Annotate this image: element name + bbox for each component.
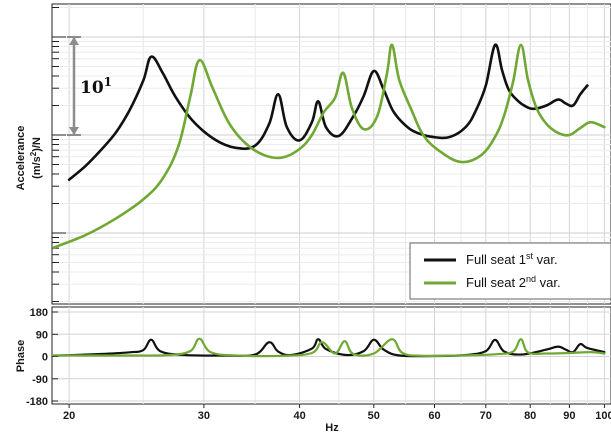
phase-y-label: Phase	[15, 340, 27, 372]
x-tick-label: 100	[595, 410, 611, 422]
phase-y-ticks: 180 90 0 -90 -180	[26, 307, 58, 408]
legend-entry-series-1: Full seat 1st var.	[466, 251, 558, 267]
x-tick-label: 50	[368, 410, 380, 422]
accelerance-line-series-2	[53, 43, 606, 250]
x-tick-label: 40	[293, 410, 305, 422]
decade-label: 101	[80, 75, 112, 98]
x-tick-label: 80	[524, 410, 536, 422]
accelerance-line-series-1	[67, 43, 589, 181]
y-label-line-2: (m/s2)/N	[29, 137, 43, 179]
x-tick-label: 20	[63, 410, 75, 422]
decade-annotation: 101	[67, 36, 112, 136]
x-tick-label: 60	[428, 410, 440, 422]
accelerance-panel: 101 Full seat 1st var. Full seat 2nd var…	[15, 3, 611, 305]
x-axis-ticks: 20 30 40 50 60 70 80 90 100	[63, 404, 611, 422]
legend-box	[409, 242, 611, 300]
phase-series	[53, 337, 606, 358]
legend-entry-series-2: Full seat 2nd var.	[466, 274, 561, 290]
phase-y-tick-label: -180	[26, 396, 48, 408]
x-tick-label: 30	[198, 410, 210, 422]
accelerance-y-label: Accelerance (m/s2)/N	[15, 126, 43, 191]
phase-y-tick-label: 90	[36, 329, 48, 341]
x-tick-label: 90	[563, 410, 575, 422]
phase-y-tick-label: -90	[32, 374, 48, 386]
phase-y-tick-label: 0	[42, 352, 48, 364]
phase-line-series-1	[53, 338, 606, 358]
x-axis-label: Hz	[325, 422, 339, 434]
decade-arrow-up	[69, 37, 79, 45]
phase-panel: 180 90 0 -90 -180 Phase	[15, 306, 611, 408]
phase-line-series-2	[53, 337, 606, 358]
legend: Full seat 1st var. Full seat 2nd var.	[409, 242, 611, 300]
x-tick-label: 70	[480, 410, 492, 422]
phase-y-tick-label: 180	[30, 307, 48, 319]
accelerance-series	[53, 43, 606, 250]
decade-arrow-down	[69, 127, 79, 135]
y-label-line-1: Accelerance	[15, 126, 27, 191]
accelerance-y-ticks	[52, 7, 66, 302]
